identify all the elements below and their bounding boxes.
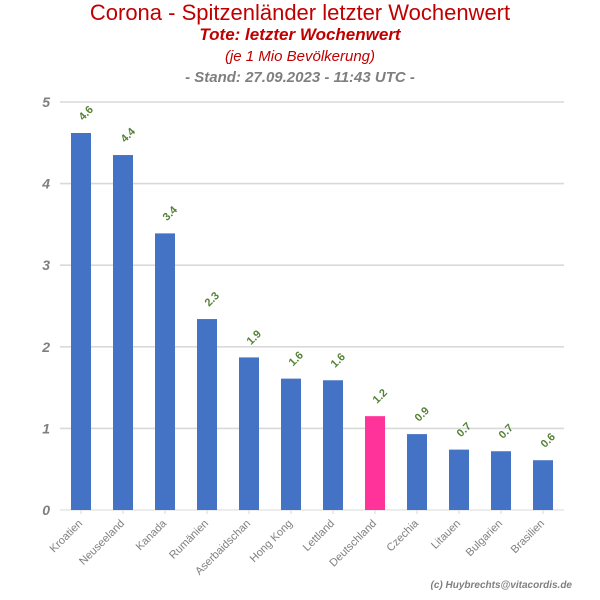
x-tick-label: Rumänien <box>167 518 211 562</box>
data-label: 1.6 <box>329 351 348 370</box>
bar <box>71 133 91 510</box>
data-label: 0.7 <box>497 422 516 441</box>
x-tick-label: Kanada <box>134 517 170 553</box>
x-tick-label: Czechia <box>385 517 422 554</box>
bar <box>323 380 343 510</box>
y-tick-label: 1 <box>42 420 50 436</box>
y-tick-label: 3 <box>42 257 50 273</box>
data-label: 2.3 <box>203 290 222 309</box>
bar <box>491 451 511 510</box>
data-label: 1.2 <box>371 387 390 406</box>
data-label: 4.6 <box>77 104 96 123</box>
bar <box>365 416 385 510</box>
data-label: 1.6 <box>287 349 306 368</box>
bar <box>533 460 553 510</box>
stand-timestamp: - Stand: 27.09.2023 - 11:43 UTC - <box>185 69 415 86</box>
bar <box>449 449 469 510</box>
data-label: 4.4 <box>119 125 139 145</box>
chart-title: Corona - Spitzenländer letzter Wochenwer… <box>89 0 511 25</box>
x-tick-label: Brasilien <box>509 518 547 556</box>
bar <box>155 233 175 510</box>
data-label: 1.9 <box>245 328 264 347</box>
y-tick-label: 0 <box>42 502 50 518</box>
bar <box>239 357 259 510</box>
x-tick-label: Neuseeland <box>77 518 127 568</box>
x-tick-label: Hong Kong <box>248 518 295 565</box>
x-tick-label: Lettland <box>301 518 337 554</box>
data-label: 3.4 <box>161 204 181 224</box>
x-tick-label: Kroatien <box>48 518 85 555</box>
y-tick-label: 5 <box>42 94 50 110</box>
bar <box>281 378 301 510</box>
y-tick-label: 4 <box>41 176 50 192</box>
unit-note: (je 1 Mio Bevölkerung) <box>224 48 376 65</box>
x-tick-label: Litauen <box>429 518 463 552</box>
data-label: 0.7 <box>455 420 474 439</box>
x-tick-label: Bulgarien <box>464 518 505 559</box>
bar <box>197 319 217 510</box>
bar <box>407 434 427 510</box>
chart-subtitle: Tote: letzter Wochenwert <box>199 25 401 44</box>
y-tick-label: 2 <box>41 339 50 355</box>
credit-text: (c) Huybrechts@vitacordis.de <box>430 580 572 591</box>
data-label: 0.6 <box>539 431 558 450</box>
data-label: 0.9 <box>413 405 432 424</box>
bar <box>113 155 133 511</box>
